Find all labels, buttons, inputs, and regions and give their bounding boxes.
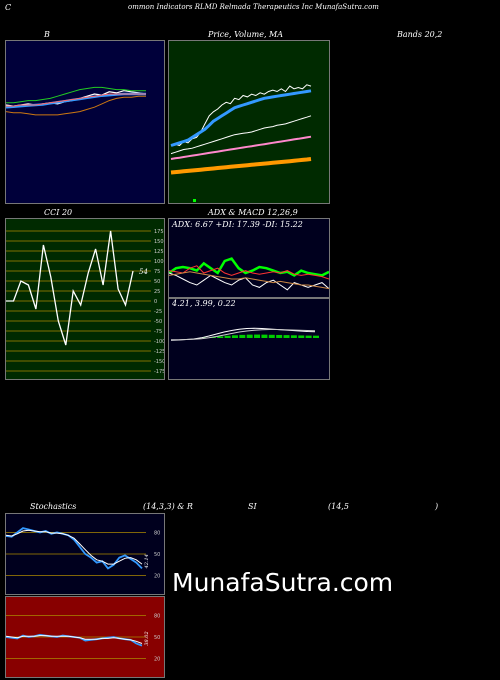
adx-values: ADX: 6.67 +DI: 17.39 -DI: 15.22	[172, 220, 303, 229]
macd-chart	[168, 298, 330, 380]
rsi-tick-label: 80	[154, 613, 160, 619]
cci-tick-label: -175	[154, 369, 165, 375]
stoch-label: Stochastics	[30, 502, 77, 511]
volume-bar	[193, 199, 196, 202]
adx-adx-line	[169, 272, 329, 291]
price-label: Price, Volume, MA	[208, 30, 284, 39]
rsi-tick-label: 50	[154, 635, 160, 641]
stochastics-chart: 80 50 20 42.14	[5, 513, 165, 595]
macd-histogram-bar	[254, 334, 261, 338]
si-label: SI	[248, 502, 257, 511]
stoch-last-value: 42.14	[144, 554, 150, 569]
cci-tick-label: -100	[154, 339, 165, 345]
bb-lower-line	[6, 95, 146, 116]
macd-values: 4.21, 3.99, 0.22	[172, 299, 236, 308]
stoch-params: (14,3,3) & R	[143, 502, 193, 511]
rsi-close: )	[435, 502, 439, 511]
bollinger-chart	[5, 40, 165, 204]
macd-histogram-bar	[298, 335, 305, 338]
macd-histogram-bar	[231, 335, 238, 338]
bb-mid-line	[6, 93, 146, 107]
page-title: ommon Indicators RLMD Relmada Therapeuti…	[128, 3, 379, 11]
cci-tick-label: 175	[154, 229, 164, 235]
rsi-params: (14,5	[328, 502, 349, 511]
cci-tick-label: -50	[154, 319, 162, 325]
cci-tick-label: 150	[154, 239, 164, 245]
adx-chart	[168, 218, 330, 298]
cci-line	[6, 230, 134, 346]
bb-upper-line	[6, 86, 146, 104]
price-ma_orange-line	[170, 157, 312, 175]
cci-tick-label: -125	[154, 349, 165, 355]
price-price-line	[170, 84, 312, 147]
cci-tick-label: 0	[154, 299, 157, 305]
macd-histogram-bar	[224, 335, 231, 338]
price-ma_blue-line	[170, 89, 312, 147]
header-left: C	[5, 3, 12, 12]
macd-histogram-bar	[313, 335, 319, 338]
macd-histogram-bar	[246, 334, 253, 338]
price-chart	[168, 40, 330, 204]
stoch-tick-label: 80	[154, 530, 160, 536]
stoch-d-line	[6, 529, 143, 565]
cci-tick-label: -150	[154, 359, 165, 365]
macd-histogram-bar	[305, 335, 312, 338]
adx-macd-label: ADX & MACD 12,26,9	[208, 208, 298, 217]
cci-tick-label: 100	[154, 259, 164, 265]
cci-tick-label: 50	[154, 279, 160, 285]
rsi-tick-label: 20	[154, 657, 160, 663]
macd-histogram-bar	[239, 334, 246, 338]
macd-signal-line	[171, 329, 316, 341]
adx-minusdi-line	[169, 265, 329, 280]
rsi-chart: 80 50 20 38.02	[5, 596, 165, 678]
macd-histogram-bar	[283, 335, 290, 338]
stoch-tick-label: 50	[154, 552, 160, 558]
cci-label: CCI 20	[44, 208, 73, 217]
macd-histogram-bar	[276, 334, 283, 338]
macd-histogram-bar	[268, 334, 275, 338]
price-ma_pink-line	[170, 135, 312, 160]
stoch-tick-label: 20	[154, 574, 160, 580]
bands-label: Bands 20,2	[397, 30, 443, 39]
cci-chart: 175 150 125 100 75 50 25 0 -25 -50 -75 -100 -125 -150…	[5, 218, 165, 380]
cci-tick-label: -25	[154, 309, 162, 315]
cci-tick-label: 25	[154, 289, 160, 295]
rsi-rsi_smooth-line	[6, 635, 143, 644]
cci-last-value: 54	[139, 268, 148, 276]
bollinger-label: B	[44, 30, 50, 39]
cci-tick-label: 125	[154, 249, 164, 255]
watermark: MunafaSutra.com	[172, 568, 394, 597]
cci-tick-label: 75	[154, 269, 160, 275]
adx-adx2-line	[169, 271, 329, 290]
rsi-last-value: 38.02	[144, 631, 150, 645]
price-ma_white-line	[170, 115, 312, 155]
cci-tick-label: -75	[154, 329, 162, 335]
macd-histogram-bar	[290, 335, 297, 338]
macd-histogram-bar	[261, 334, 268, 338]
stoch-k-line	[6, 527, 143, 570]
macd-histogram-bar	[217, 336, 224, 338]
